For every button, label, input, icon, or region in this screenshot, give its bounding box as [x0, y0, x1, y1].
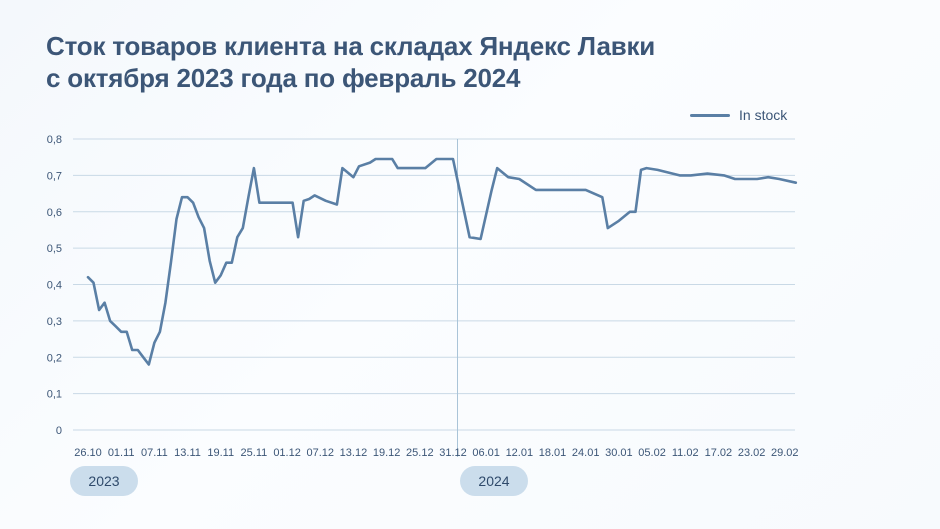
x-tick-label: 25.11 [241, 447, 268, 459]
x-tick-label: 05.02 [638, 447, 666, 459]
x-tick-label: 26.10 [74, 447, 102, 459]
year-badge-2023: 2023 [70, 466, 138, 496]
x-tick-label: 29.02 [771, 447, 799, 459]
x-tick-label: 31.12 [439, 447, 467, 459]
x-tick-label: 17.02 [705, 447, 733, 459]
series-line-0 [86, 157, 798, 366]
x-tick-label: 12.01 [506, 447, 534, 459]
legend-label: In stock [739, 107, 788, 123]
x-tick-label: 13.12 [340, 447, 368, 459]
y-tick-label: 0,6 [47, 207, 62, 219]
x-tick-label: 01.11 [108, 447, 135, 459]
y-tick-label: 0,4 [47, 280, 62, 292]
y-tick-label: 0,5 [47, 243, 62, 255]
y-tick-label: 0,3 [47, 316, 62, 328]
x-tick-label: 23.02 [738, 447, 766, 459]
y-tick-label: 0 [56, 425, 62, 437]
chart-legend: In stock [690, 107, 787, 123]
x-tick-label: 06.01 [472, 447, 500, 459]
x-tick-label: 19.11 [207, 447, 234, 459]
x-tick-label: 24.01 [572, 447, 600, 459]
year-badge-2024: 2024 [460, 466, 528, 496]
y-tick-label: 0,8 [47, 134, 62, 146]
x-tick-label: 13.11 [174, 447, 201, 459]
y-tick-label: 0,7 [47, 170, 62, 182]
x-tick-label: 11.02 [672, 447, 699, 459]
legend-line-swatch [690, 113, 730, 117]
x-tick-label: 01.12 [273, 447, 301, 459]
chart-title: Сток товаров клиента на складах Яндекс Л… [46, 30, 746, 94]
x-tick-label: 18.01 [539, 447, 567, 459]
y-tick-label: 0,1 [47, 389, 62, 401]
x-tick-label: 25.12 [406, 447, 434, 459]
chart-title-line-1: Сток товаров клиента на складах Яндекс Л… [46, 31, 656, 61]
x-tick-label: 30.01 [605, 447, 633, 459]
x-tick-label: 19.12 [373, 447, 401, 459]
x-tick-label: 07.12 [306, 447, 334, 459]
x-tick-label: 07.11 [141, 447, 168, 459]
chart-title-line-2: с октября 2023 года по февраль 2024 [46, 63, 521, 93]
y-tick-label: 0,2 [47, 352, 62, 364]
